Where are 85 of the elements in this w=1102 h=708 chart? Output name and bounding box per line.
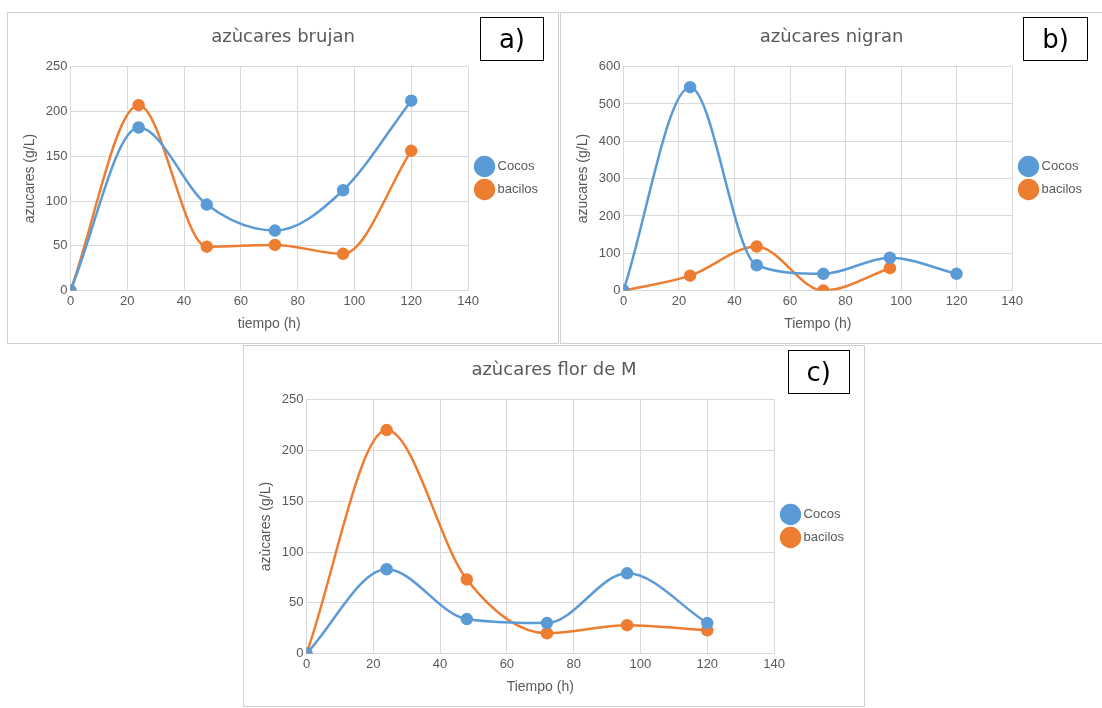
point: [750, 258, 763, 272]
legend-label: Cocos: [1041, 158, 1079, 174]
x-tick-label: 40: [432, 655, 448, 671]
y-tick-label: 100: [45, 192, 68, 208]
point: [200, 240, 214, 253]
point: [132, 121, 145, 134]
y-tick-label: 600: [598, 58, 621, 74]
y-tick-label: 200: [281, 441, 304, 457]
x-tick-label: 120: [400, 292, 423, 308]
legend-label: Cocos: [497, 158, 535, 174]
point: [380, 423, 393, 437]
legend-label: bacilos: [803, 529, 845, 545]
point: [683, 269, 697, 282]
x-tick-label: 80: [566, 655, 581, 671]
y-axis-title: azucares (g/L): [574, 133, 591, 224]
point: [950, 267, 963, 281]
x-tick-label: 140: [1001, 292, 1023, 308]
point: [683, 80, 697, 94]
text: a): [479, 17, 544, 61]
text: c): [787, 350, 850, 394]
point: [883, 251, 897, 264]
point: [540, 627, 554, 640]
x-tick-label: 20: [366, 655, 381, 671]
point: [200, 198, 214, 211]
point: [540, 616, 554, 630]
y-tick-label: 300: [598, 170, 621, 186]
y-tick-label: 0: [60, 282, 68, 298]
x-tick-label: 100: [343, 292, 366, 308]
x-tick-label: 80: [290, 292, 305, 308]
y-tick-label: 0: [613, 282, 621, 298]
x-tick-label: 20: [120, 292, 135, 308]
chart-title: azùcares flor de M: [471, 358, 637, 380]
point: [380, 563, 393, 576]
text: b): [1023, 17, 1088, 61]
x-tick-label: 20: [671, 292, 687, 308]
y-tick-label: 50: [289, 594, 304, 610]
point: [404, 94, 418, 107]
legend-label: bacilos: [497, 181, 539, 197]
y-tick-label: 250: [281, 391, 304, 407]
x-tick-label: 40: [176, 292, 192, 308]
point: [268, 238, 282, 252]
y-tick-label: 150: [45, 147, 68, 163]
point: [336, 184, 350, 197]
y-tick-label: 100: [281, 543, 304, 559]
y-tick-label: 150: [281, 492, 304, 508]
y-tick-label: 50: [53, 237, 68, 253]
y-tick-label: 100: [598, 244, 621, 260]
x-tick-label: 60: [782, 292, 798, 308]
x-tick-label: 120: [696, 655, 719, 671]
chart-title: azùcares nigran: [759, 25, 904, 47]
point: [404, 144, 418, 158]
legend-label: bacilos: [1041, 181, 1083, 197]
x-axis-title: Tiempo (h): [506, 678, 574, 695]
y-tick-label: 400: [598, 132, 621, 148]
point: [132, 98, 145, 112]
legend-label: Cocos: [803, 506, 841, 522]
y-tick-label: 500: [598, 95, 621, 111]
point: [460, 573, 474, 586]
point: [700, 616, 714, 630]
y-tick-label: 250: [45, 58, 68, 74]
x-tick-label: 140: [457, 292, 479, 308]
point: [883, 261, 897, 275]
y-tick-label: 200: [45, 102, 68, 118]
x-tick-label: 100: [629, 655, 652, 671]
y-tick-label: 0: [296, 645, 304, 661]
point: [268, 224, 282, 237]
x-tick-label: 60: [233, 292, 249, 308]
x-tick-label: 80: [838, 292, 853, 308]
y-axis-title: azucares (g/L): [21, 133, 38, 224]
x-tick-label: 140: [763, 655, 785, 671]
x-axis-title: Tiempo (h): [784, 315, 852, 332]
point: [620, 618, 634, 632]
chart-title: azùcares brujan: [211, 25, 355, 47]
x-tick-label: 120: [945, 292, 968, 308]
x-tick-label: 100: [890, 292, 912, 308]
point: [460, 612, 474, 626]
x-tick-label: 40: [727, 292, 742, 308]
x-axis-title: tiempo (h): [237, 315, 301, 332]
point: [817, 267, 830, 281]
y-tick-label: 200: [598, 207, 621, 223]
point: [750, 240, 763, 253]
point: [336, 247, 350, 261]
y-axis-title: azùcares (g/L): [257, 481, 274, 572]
point: [620, 567, 634, 580]
x-tick-label: 60: [499, 655, 515, 671]
